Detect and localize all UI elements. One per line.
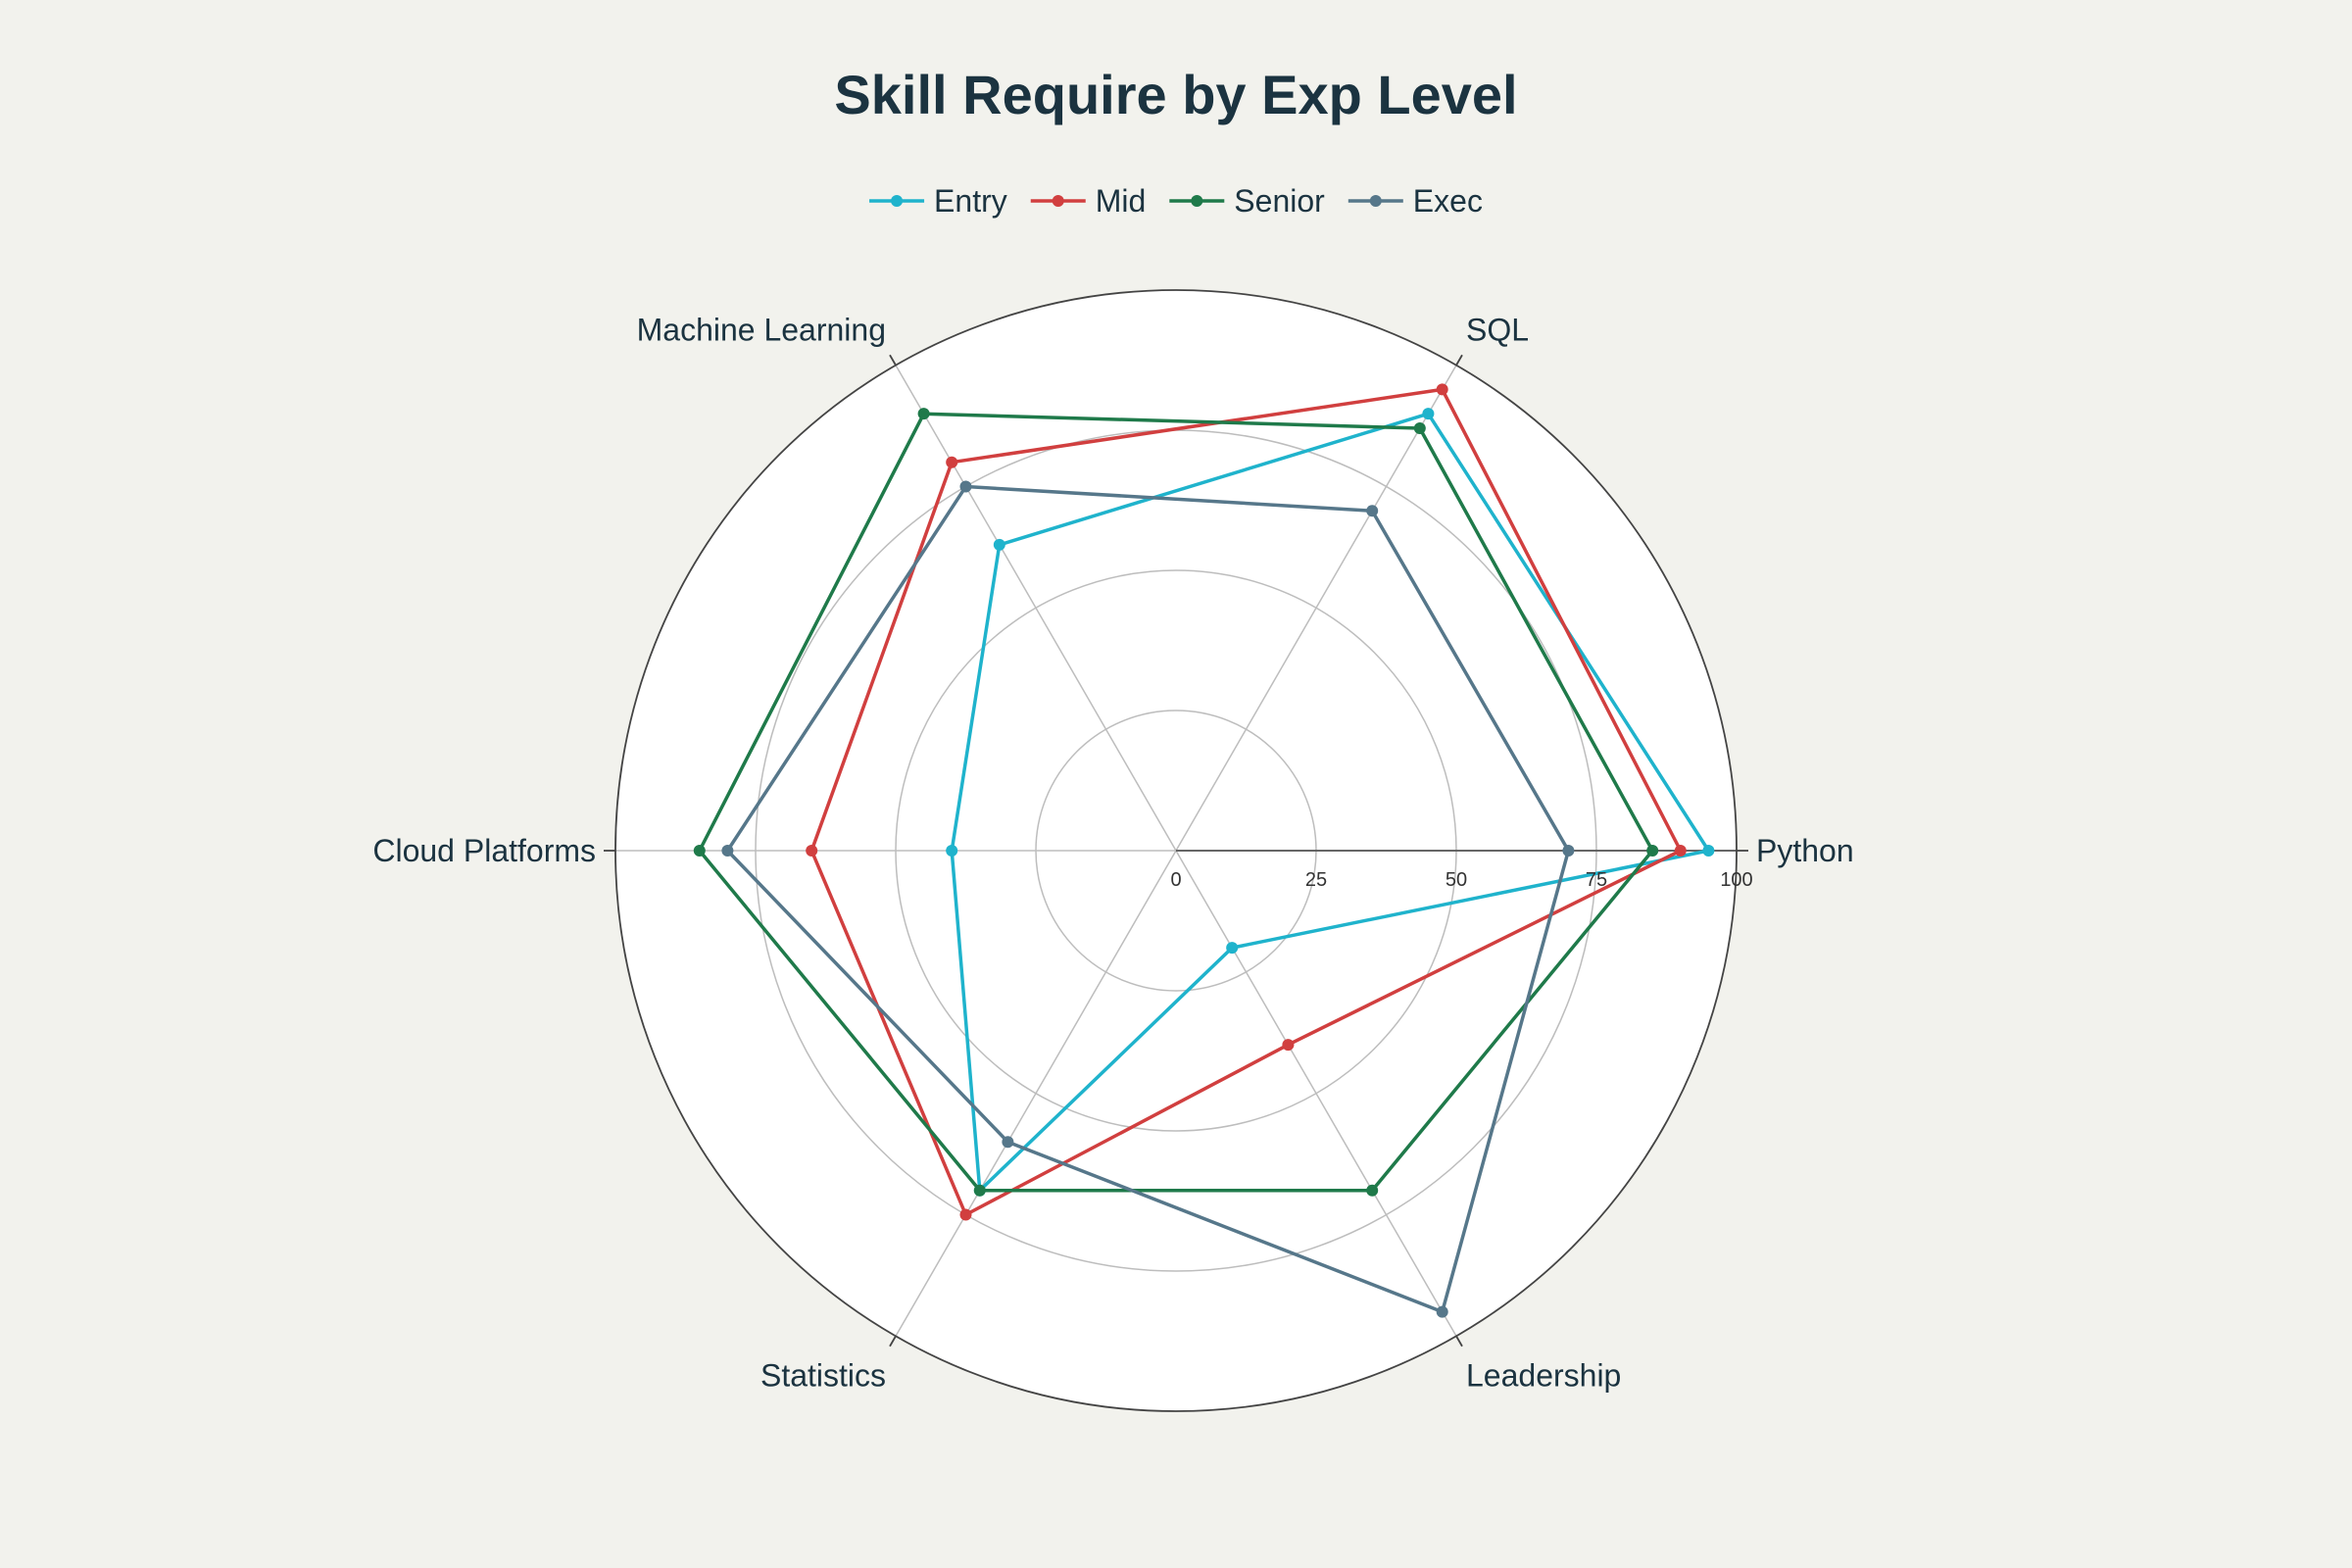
radial-tick-75: 75 (1586, 869, 1607, 891)
point-senior-statistics (973, 1184, 986, 1197)
legend-swatch-marker (1052, 195, 1064, 207)
legend-label: Exec (1413, 183, 1483, 219)
point-mid-statistics (959, 1208, 972, 1221)
axis-tick-machine-learning (889, 354, 897, 367)
axis-label-python: Python (1756, 833, 1854, 868)
legend-swatch-marker (891, 195, 904, 207)
legend: Entry Mid Senior Exec (869, 183, 1483, 219)
legend-item-senior[interactable]: Senior (1169, 183, 1325, 219)
point-senior-leadership (1366, 1184, 1379, 1197)
point-exec-python (1562, 845, 1575, 857)
series-exec (721, 480, 1575, 1318)
legend-item-exec[interactable]: Exec (1348, 183, 1483, 219)
point-mid-python (1674, 845, 1687, 857)
point-entry-machine-learning (993, 538, 1005, 551)
axis-labels: Python SQL Machine Learning Cloud Platforms… (372, 312, 1853, 1393)
point-senior-sql (1413, 422, 1426, 435)
point-mid-leadership (1282, 1039, 1295, 1052)
series-mid (806, 383, 1687, 1221)
axis-label-leadership: Leadership (1466, 1358, 1621, 1394)
radial-grid (604, 289, 1748, 1412)
axis-label-statistics: Statistics (760, 1358, 886, 1394)
point-senior-machine-learning (917, 408, 930, 420)
spoke-statistics (895, 850, 1177, 1337)
legend-label: Entry (934, 183, 1007, 219)
axis-label-cloud-platforms: Cloud Platforms (372, 833, 596, 868)
point-exec-sql (1366, 505, 1379, 517)
spoke-machine-learning (895, 365, 1177, 852)
axis-label-sql: SQL (1466, 312, 1529, 347)
axis-tick-leadership (1455, 1335, 1463, 1348)
point-entry-python (1702, 845, 1715, 857)
series-entry (946, 408, 1715, 1197)
spoke-sql (1175, 365, 1457, 852)
chart-title: Skill Require by Exp Level (834, 64, 1517, 125)
tick-labels: 0 25 50 75 100 (1170, 869, 1752, 891)
point-senior-python (1646, 845, 1659, 857)
radial-tick-0: 0 (1170, 869, 1181, 891)
point-entry-leadership (1226, 942, 1239, 955)
axis-label-machine-learning: Machine Learning (637, 312, 886, 347)
radial-tick-50: 50 (1446, 869, 1467, 891)
radial-tick-100: 100 (1720, 869, 1752, 891)
point-exec-statistics (1002, 1136, 1014, 1149)
point-senior-cloud-platforms (693, 845, 706, 857)
spoke-leadership (1175, 850, 1457, 1337)
legend-item-mid[interactable]: Mid (1030, 183, 1147, 219)
axis-tick-sql (1455, 354, 1463, 367)
point-entry-cloud-platforms (946, 845, 958, 857)
legend-label: Mid (1096, 183, 1147, 219)
series-layer (693, 383, 1715, 1318)
point-mid-sql (1436, 383, 1448, 396)
series-senior (693, 408, 1659, 1197)
point-entry-sql (1422, 408, 1435, 420)
legend-label: Senior (1234, 183, 1325, 219)
point-exec-cloud-platforms (721, 845, 734, 857)
point-mid-machine-learning (946, 456, 958, 468)
legend-swatch-marker (1369, 195, 1382, 207)
point-mid-cloud-platforms (806, 845, 818, 857)
point-exec-machine-learning (959, 480, 972, 493)
legend-swatch-marker (1191, 195, 1203, 207)
axis-tick-statistics (889, 1335, 897, 1348)
point-exec-leadership (1436, 1305, 1448, 1318)
legend-item-entry[interactable]: Entry (869, 183, 1007, 219)
radial-tick-25: 25 (1305, 869, 1327, 891)
